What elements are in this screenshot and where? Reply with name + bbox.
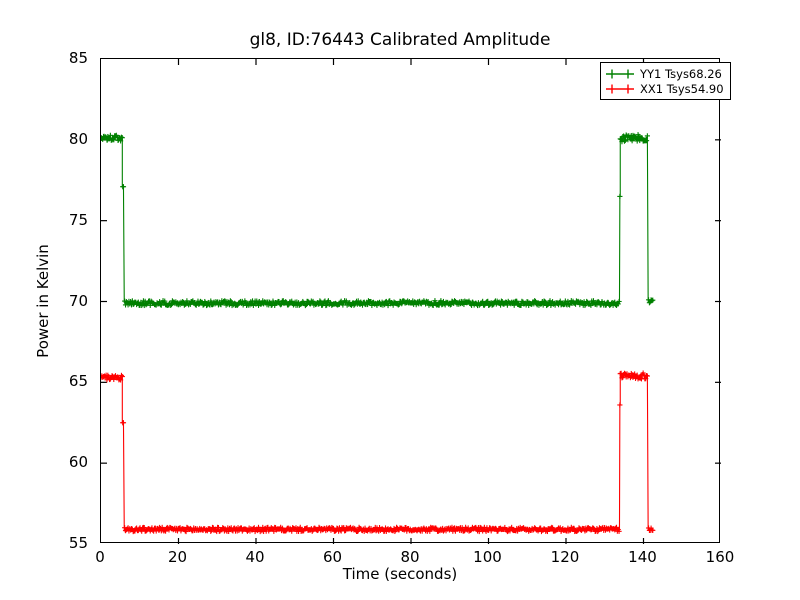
plot-axes — [100, 58, 721, 544]
legend-box: YY1 Tsys68.26 XX1 Tsys54.90 — [600, 62, 731, 100]
y-axis-label: Power in Kelvin — [34, 244, 52, 358]
x-tick-label: 60 — [322, 548, 343, 566]
y-tick-label: 55 — [68, 534, 88, 552]
x-tick-label: 140 — [628, 548, 657, 566]
x-tick-label: 0 — [95, 548, 105, 566]
legend-entry-xx1: XX1 Tsys54.90 — [605, 81, 724, 96]
x-axis-label: Time (seconds) — [342, 565, 458, 583]
y-tick-label: 70 — [68, 291, 88, 310]
y-tick-label: 65 — [68, 372, 88, 391]
x-tick-label: 160 — [705, 548, 735, 566]
legend-label-xx1: XX1 Tsys54.90 — [640, 81, 724, 96]
y-tick-label: 75 — [68, 210, 88, 229]
series-line — [101, 371, 654, 534]
series-markers — [101, 370, 656, 535]
y-tick-label: 80 — [68, 129, 88, 148]
y-tick-label: 85 — [68, 49, 88, 67]
series-line — [101, 133, 654, 308]
chart-title: gl8, ID:76443 Calibrated Amplitude — [249, 30, 551, 50]
series-xx1 — [101, 370, 656, 535]
x-tick-label: 80 — [400, 548, 420, 566]
x-tick-label: 40 — [245, 548, 265, 566]
legend-label-yy1: YY1 Tsys68.26 — [640, 66, 722, 81]
legend-entry-yy1: YY1 Tsys68.26 — [605, 66, 724, 81]
series-yy1 — [101, 132, 656, 309]
x-tick-label: 100 — [473, 548, 502, 566]
x-tick-label: 20 — [167, 548, 188, 566]
series-markers — [101, 132, 656, 309]
legend-swatch-xx1 — [606, 84, 634, 93]
x-tick-label: 120 — [550, 548, 580, 566]
y-tick-label: 60 — [68, 453, 88, 472]
legend-swatch-yy1 — [606, 69, 634, 78]
plot-area — [101, 59, 721, 544]
